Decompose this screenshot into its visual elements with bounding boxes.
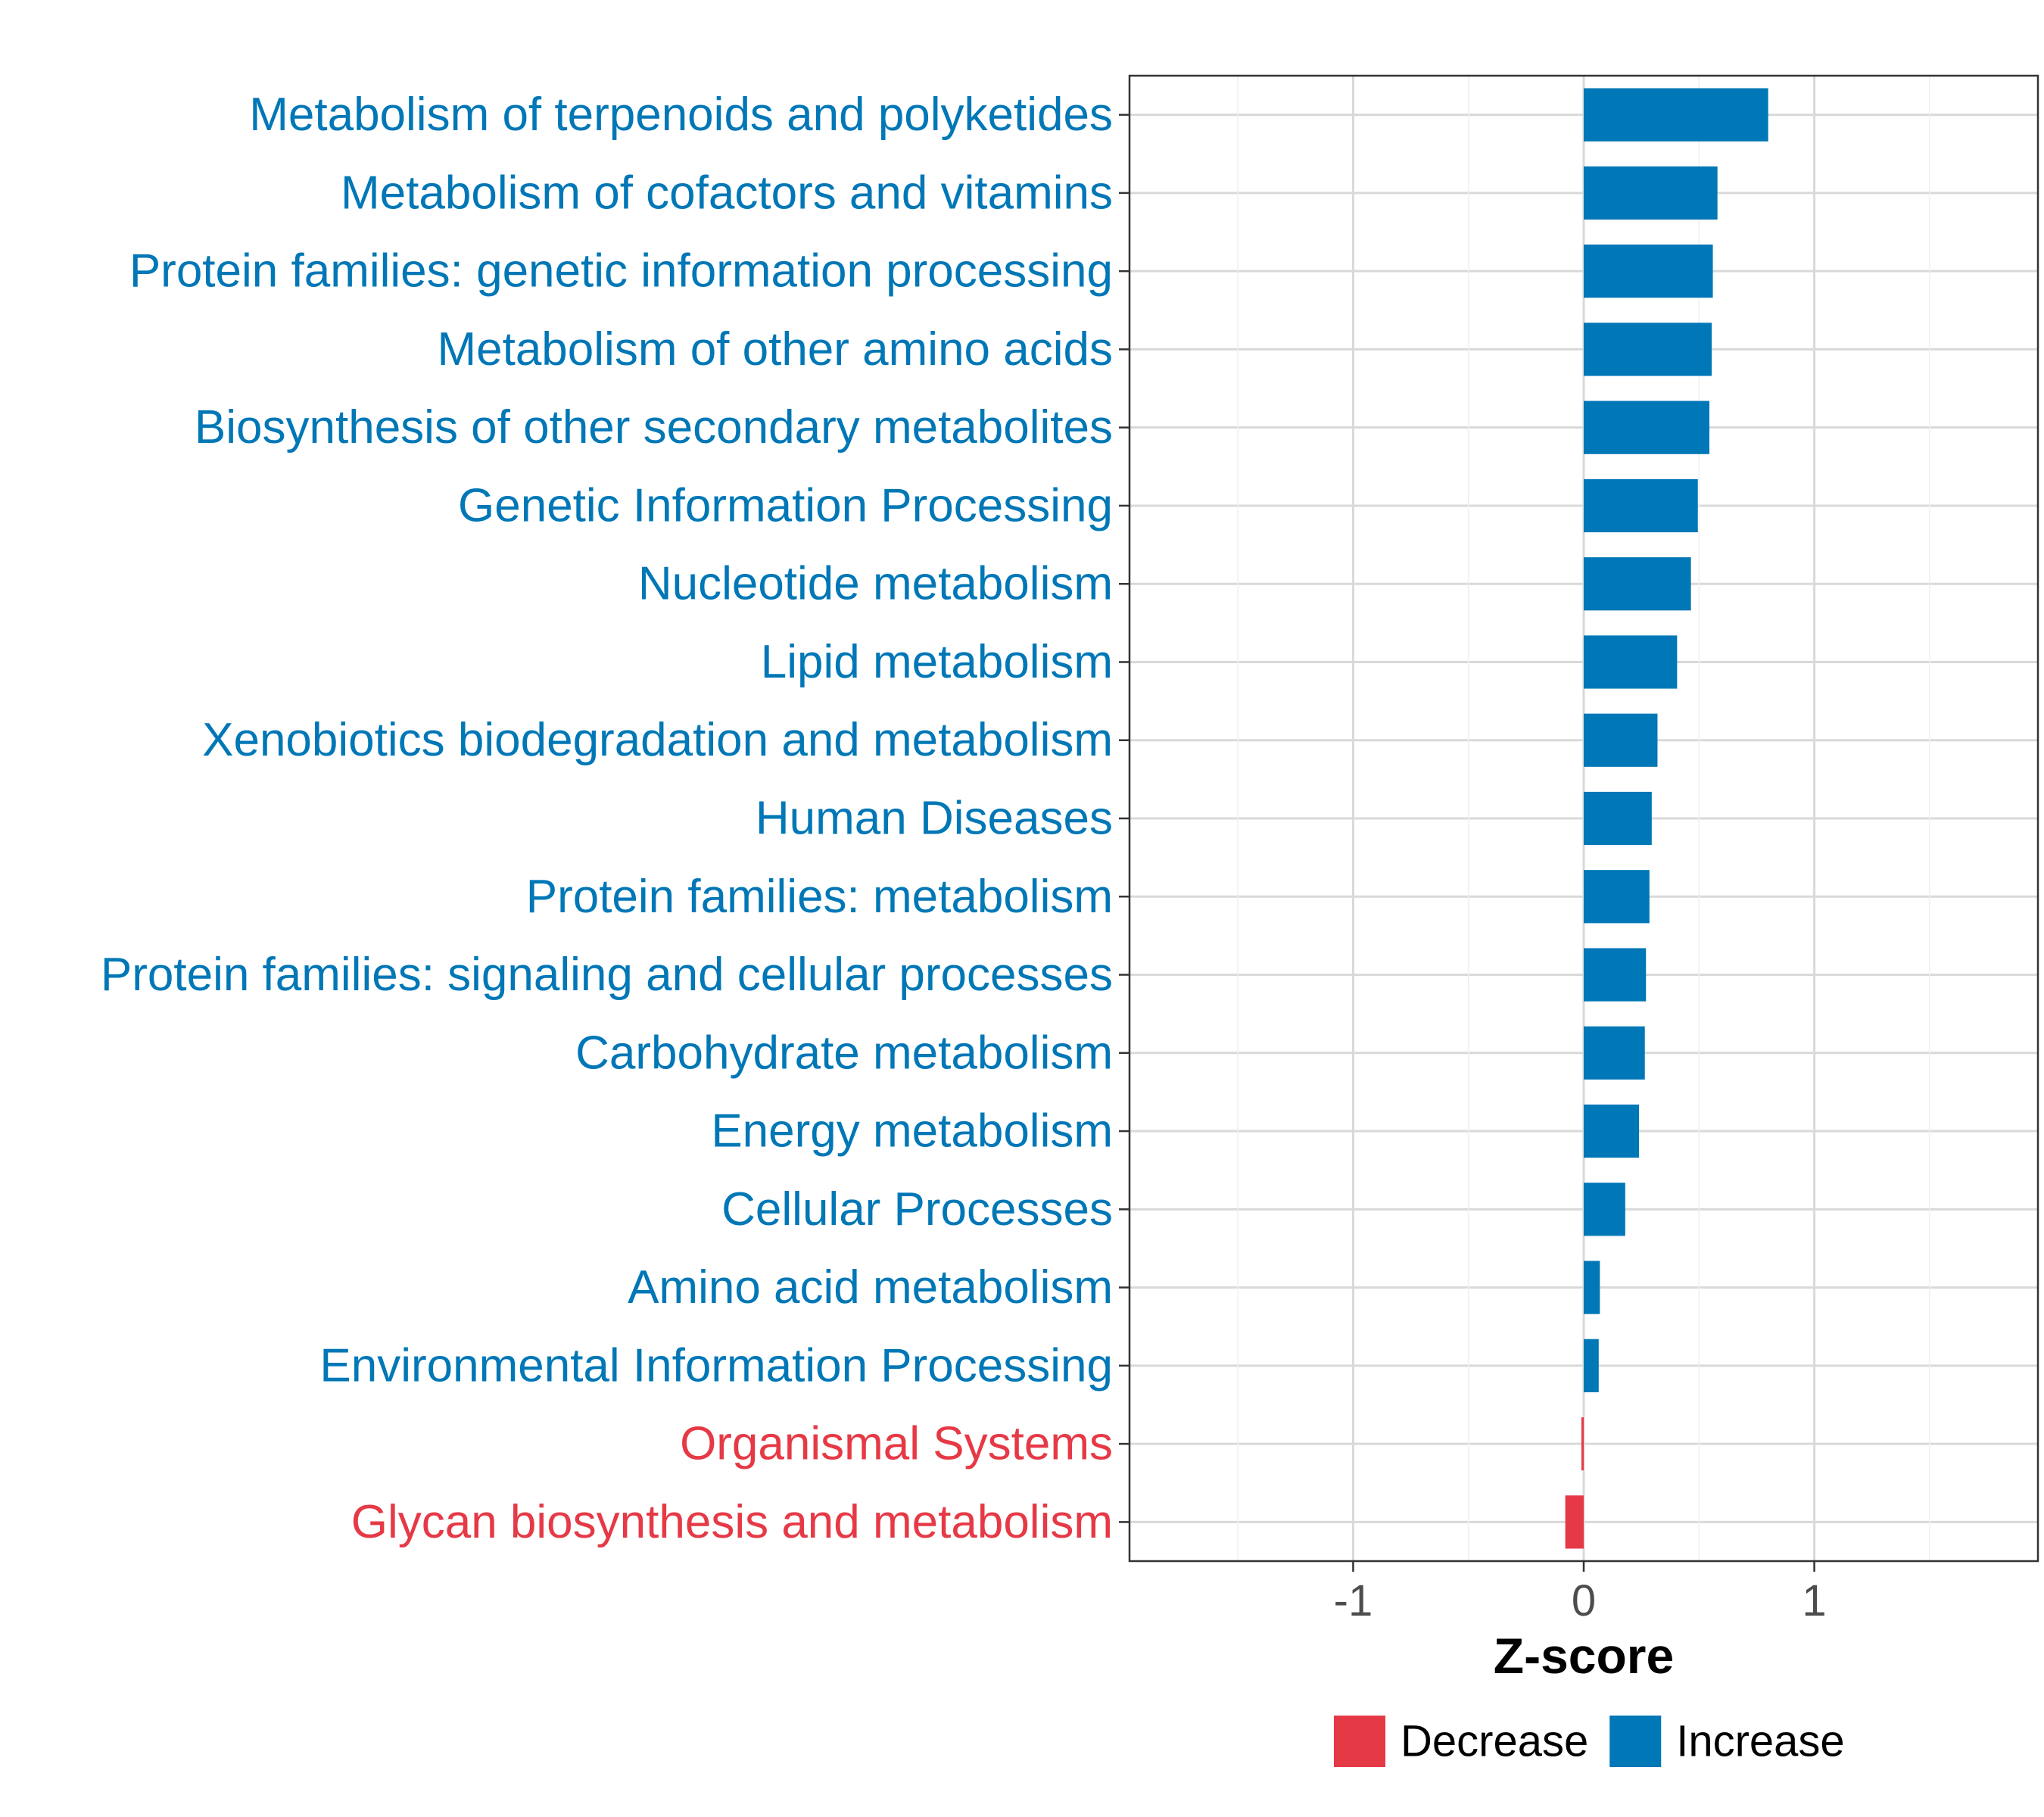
legend-key-increase [1609, 1716, 1662, 1767]
y-tick-label: Protein families: signaling and cellular… [101, 949, 1113, 1001]
y-tick-label: Human Diseases [756, 793, 1113, 845]
y-tick-label: Organismal Systems [680, 1418, 1113, 1470]
x-axis-title: Z-score [1494, 1628, 1674, 1684]
y-tick-label: Amino acid metabolism [628, 1261, 1113, 1314]
bar [1584, 1339, 1599, 1392]
y-axis-labels: Metabolism of terpenoids and polyketides… [101, 89, 1113, 1548]
y-tick-label: Metabolism of terpenoids and polyketides [249, 89, 1113, 141]
y-tick-label: Metabolism of other amino acids [437, 323, 1113, 376]
bar [1584, 245, 1713, 298]
y-tick-label: Biosynthesis of other secondary metaboli… [195, 401, 1113, 453]
bar [1584, 166, 1718, 220]
y-tick-label: Glycan biosynthesis and metabolism [351, 1496, 1113, 1548]
y-tick-label: Xenobiotics biodegradation and metabolis… [202, 714, 1113, 766]
bar [1581, 1417, 1584, 1471]
y-tick-label: Metabolism of cofactors and vitamins [341, 167, 1113, 219]
bar [1584, 791, 1652, 846]
bar [1584, 88, 1768, 142]
x-tick-label: -1 [1334, 1576, 1373, 1625]
y-tick-label: Protein families: metabolism [526, 871, 1113, 923]
bar [1584, 635, 1678, 689]
bar [1584, 478, 1698, 533]
y-tick-label: Protein families: genetic information pr… [129, 245, 1113, 298]
bar [1565, 1495, 1584, 1549]
bar [1584, 870, 1650, 924]
bar [1584, 948, 1647, 1002]
bar [1584, 1026, 1645, 1080]
y-tick-label: Carbohydrate metabolism [575, 1027, 1113, 1079]
y-tick-label: Nucleotide metabolism [638, 558, 1113, 610]
legend-key-decrease [1334, 1716, 1385, 1767]
legend-label-increase: Increase [1676, 1717, 1844, 1766]
bars [1565, 88, 1768, 1549]
x-axis-ticks: -1 0 1 [1334, 1561, 1827, 1625]
bar [1584, 1183, 1625, 1236]
legend-label-decrease: Decrease [1401, 1717, 1588, 1766]
y-tick-label: Energy metabolism [711, 1105, 1113, 1158]
y-tick-label: Genetic Information Processing [458, 479, 1113, 531]
y-tick-label: Environmental Information Processing [319, 1339, 1113, 1392]
bar [1584, 1104, 1640, 1158]
bar [1584, 1261, 1600, 1314]
bar [1584, 713, 1658, 767]
x-tick-label: 0 [1572, 1576, 1596, 1625]
bar [1584, 400, 1709, 454]
y-tick-label: Lipid metabolism [761, 636, 1113, 688]
x-tick-label: 1 [1802, 1576, 1826, 1625]
y-axis-ticks [1119, 114, 1129, 1523]
legend: Decrease Increase [1334, 1716, 1845, 1767]
y-tick-label: Cellular Processes [721, 1183, 1113, 1236]
bar [1584, 323, 1712, 376]
bar [1584, 557, 1691, 611]
